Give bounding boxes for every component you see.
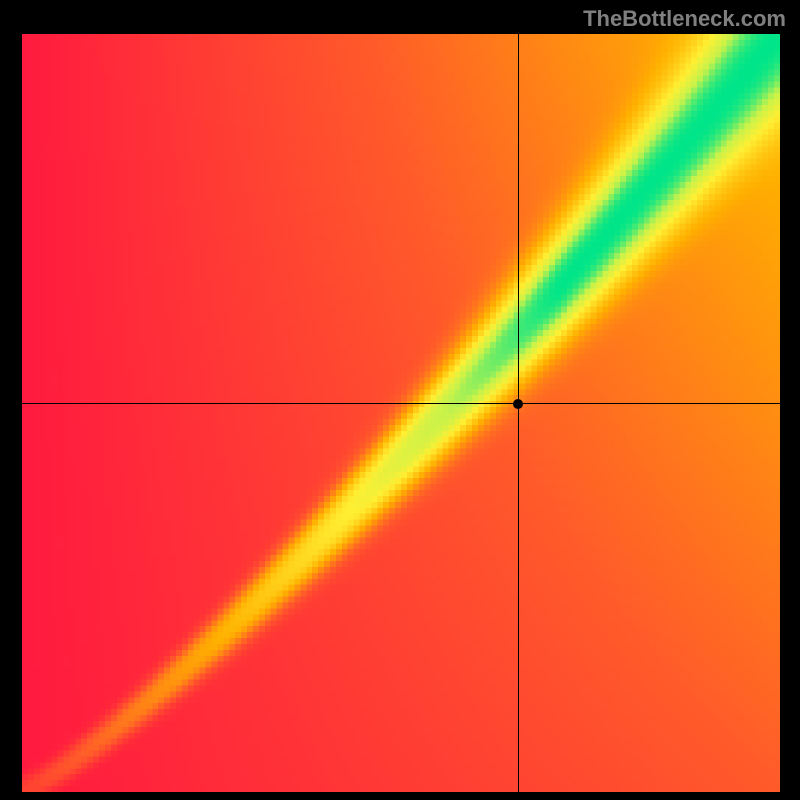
bottleneck-heatmap <box>22 34 780 792</box>
watermark-text: TheBottleneck.com <box>583 6 786 32</box>
crosshair-marker <box>513 399 523 409</box>
crosshair-horizontal <box>22 403 780 404</box>
chart-container: TheBottleneck.com <box>0 0 800 800</box>
crosshair-vertical <box>518 34 519 792</box>
